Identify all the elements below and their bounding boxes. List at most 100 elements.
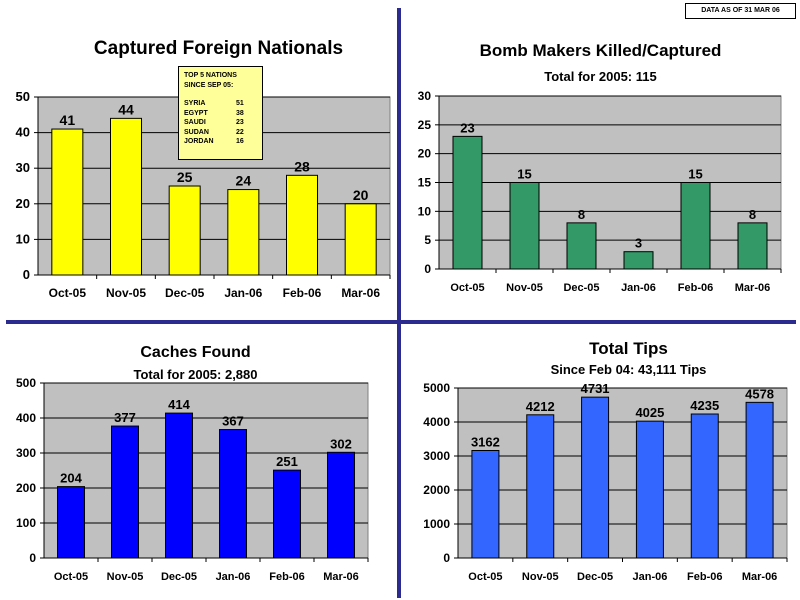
y-tick-label: 2000 [423,483,450,497]
bar [690,413,719,559]
chart-subtitle: Since Feb 04: 43,111 Tips [550,362,707,377]
x-tick-label: Oct-05 [468,571,502,583]
data-label: 4235 [690,398,719,413]
data-label: 15 [688,167,702,182]
note-row: SYRIA 51 [184,99,257,109]
bar [635,420,664,559]
y-tick-label: 0 [424,262,431,276]
note-row: SAUDI 23 [184,118,257,128]
y-tick-label: 500 [16,376,36,390]
x-tick-label: Feb-06 [687,571,722,583]
x-tick-label: Oct-05 [450,282,484,294]
x-tick-label: Jan-06 [224,286,262,300]
data-date-stamp: DATA AS OF 31 MAR 06 [685,3,796,19]
bar [737,222,768,270]
data-label: 414 [168,397,190,412]
nation-count: 23 [236,119,244,126]
x-tick-label: Dec-05 [161,571,197,583]
chart-title: Total Tips [589,339,668,358]
y-tick-label: 25 [418,118,432,132]
y-tick-label: 3000 [423,449,450,463]
nation-count: 22 [236,128,244,136]
chart-panel-total-tips: Total Tips Since Feb 04: 43,111 Tips 0 10… [401,324,800,600]
y-tick-label: 20 [16,196,30,211]
chart-subtitle: Total for 2005: 2,880 [133,367,258,382]
note-row: JORDAN 16 [184,137,257,147]
x-tick-label: Dec-05 [165,286,205,300]
bar-chart-foreign-nationals: 0 10 20 30 40 50 41 Oct-05 44 Nov-05 25 Dec-05 24 Jan… [16,89,391,300]
data-label: 44 [118,101,134,117]
bar [471,449,500,559]
bar [110,117,142,276]
x-tick-label: Feb-06 [283,286,322,300]
nation-count: 38 [236,109,244,117]
data-label: 251 [276,454,298,469]
data-label: 302 [330,436,352,451]
bar [344,203,377,276]
y-tick-label: 5000 [423,381,450,395]
chart-panel-foreign-nationals: Captured Foreign Nationals 0 10 20 30 40 50 41… [0,0,397,320]
bar-chart-caches-found: 0 100 200 300 400 500 204 Oct-05 377 Nov-05 414 Dec… [16,376,369,583]
bar [168,185,201,276]
bar [566,222,597,270]
y-tick-label: 4000 [423,415,450,429]
data-label: 8 [749,207,756,222]
x-tick-label: Jan-06 [632,571,667,583]
y-tick-label: 400 [16,411,36,425]
y-tick-label: 20 [418,147,432,161]
data-label: 4212 [526,399,555,414]
x-tick-label: Oct-05 [54,571,88,583]
y-tick-label: 50 [16,89,30,104]
bar [745,401,774,559]
bar [273,469,301,559]
x-tick-label: Mar-06 [341,286,380,300]
y-tick-label: 30 [16,160,30,175]
x-tick-label: Mar-06 [735,282,770,294]
nation-name: EGYPT [184,109,208,117]
nation-name: SAUDI [184,119,206,126]
data-label: 4578 [745,386,774,401]
y-tick-label: 200 [16,481,36,495]
bar [526,414,555,559]
data-label: 20 [353,187,369,203]
y-tick-label: 300 [16,446,36,460]
data-label: 4025 [635,405,664,420]
y-tick-label: 100 [16,516,36,530]
bar [509,182,540,270]
chart-title: Bomb Makers Killed/Captured [479,41,722,60]
note-row: EGYPT 38 [184,109,257,119]
x-tick-label: Mar-06 [742,571,777,583]
horizontal-divider [6,320,796,324]
x-tick-label: Nov-05 [522,571,559,583]
y-tick-label: 0 [29,551,36,565]
x-tick-label: Feb-06 [269,571,304,583]
bar [165,412,193,559]
chart-panel-caches-found: Caches Found Total for 2005: 2,880 0 100 2… [0,324,397,600]
nation-count: 51 [236,100,244,107]
note-heading: SINCE SEP 05: [184,81,234,89]
x-tick-label: Nov-05 [106,286,146,300]
data-label: 3162 [471,434,500,449]
bar-chart-bomb-makers: 0 5 10 15 20 25 30 23 Oct-05 15 Nov-05 8 Dec-05 3 Jan-… [418,89,782,294]
plot-area [43,382,369,559]
nation-name: SUDAN [184,128,209,136]
y-tick-label: 1000 [423,517,450,531]
nation-count: 16 [236,138,244,145]
note-row: SUDAN 22 [184,128,257,138]
x-tick-label: Dec-05 [563,282,599,294]
chart-panel-bomb-makers: Bomb Makers Killed/Captured Total for 20… [401,0,800,320]
data-label: 41 [60,112,76,128]
bar [452,135,483,270]
top-nations-note: TOP 5 NATIONS SINCE SEP 05: SYRIA 51 EGYP… [178,66,263,160]
y-tick-label: 40 [16,125,30,140]
bar [327,451,355,559]
data-label: 367 [222,414,244,429]
y-tick-label: 10 [418,204,432,218]
data-label: 23 [460,120,474,135]
y-tick-label: 0 [23,267,30,282]
data-label: 204 [60,471,82,486]
data-label: 28 [294,158,310,174]
y-tick-label: 5 [424,233,431,247]
data-label: 15 [517,167,531,182]
bar [219,429,247,559]
